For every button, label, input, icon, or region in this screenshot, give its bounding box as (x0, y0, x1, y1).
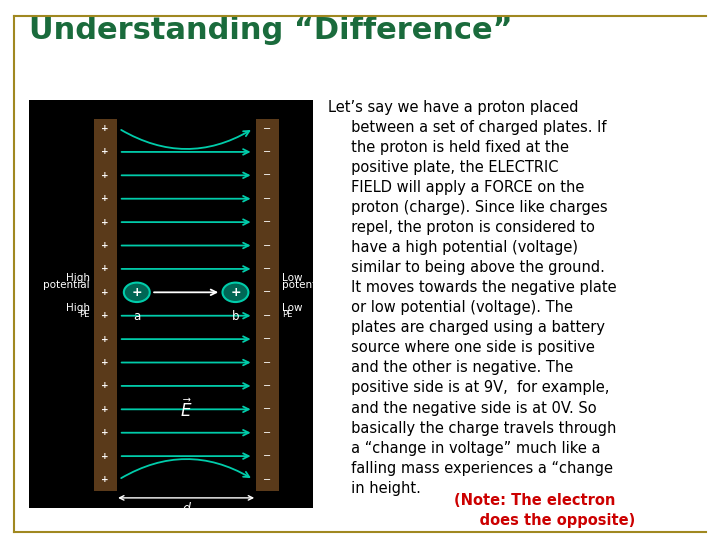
Text: +: + (102, 218, 109, 227)
Text: +: + (102, 405, 109, 414)
Text: −: − (263, 428, 271, 438)
Text: Low: Low (282, 302, 302, 313)
Text: +: + (102, 451, 109, 461)
Text: +: + (102, 311, 109, 320)
Text: −: − (263, 404, 271, 414)
Text: +: + (102, 335, 109, 343)
Text: −: − (263, 264, 271, 274)
Text: −: − (263, 357, 271, 368)
Text: High: High (66, 302, 90, 313)
Text: +: + (102, 171, 109, 180)
Text: −: − (263, 147, 271, 157)
Text: PE: PE (80, 309, 90, 319)
Text: PE: PE (282, 309, 292, 319)
Text: Let’s say we have a proton placed
     between a set of charged plates. If
     : Let’s say we have a proton placed betwee… (328, 100, 616, 496)
Text: −: − (263, 381, 271, 391)
Text: −: − (263, 170, 271, 180)
Text: b: b (232, 309, 239, 322)
Text: +: + (102, 358, 109, 367)
Text: +: + (102, 381, 109, 390)
Text: High: High (66, 273, 90, 282)
Text: +: + (102, 288, 109, 297)
Text: −: − (263, 475, 271, 484)
Text: +: + (102, 241, 109, 250)
Text: +: + (102, 265, 109, 273)
Text: (Note: The electron
     does the opposite): (Note: The electron does the opposite) (454, 494, 635, 529)
Bar (94, 119, 117, 491)
Text: Low: Low (282, 273, 302, 282)
Text: +: + (230, 286, 240, 299)
Circle shape (124, 282, 150, 302)
Text: −: − (263, 217, 271, 227)
Text: −: − (263, 334, 271, 344)
Text: potential: potential (282, 280, 329, 290)
Text: −: − (263, 240, 271, 251)
Text: −: − (263, 124, 271, 133)
Text: +: + (132, 286, 142, 299)
Text: +: + (102, 124, 109, 133)
Text: $\vec{E}$: $\vec{E}$ (180, 398, 192, 421)
Text: −: − (263, 451, 271, 461)
Text: −: − (263, 287, 271, 298)
Circle shape (222, 282, 248, 302)
Bar (256, 119, 279, 491)
Text: +: + (102, 428, 109, 437)
Text: a: a (133, 309, 140, 322)
Text: potential: potential (43, 280, 90, 290)
Text: −: − (263, 310, 271, 321)
Text: +: + (102, 147, 109, 157)
Text: d: d (182, 502, 190, 515)
Text: +: + (102, 475, 109, 484)
Text: Understanding “Difference”: Understanding “Difference” (29, 16, 513, 45)
Text: +: + (102, 194, 109, 203)
Text: −: − (263, 194, 271, 204)
Bar (29, 100, 313, 508)
